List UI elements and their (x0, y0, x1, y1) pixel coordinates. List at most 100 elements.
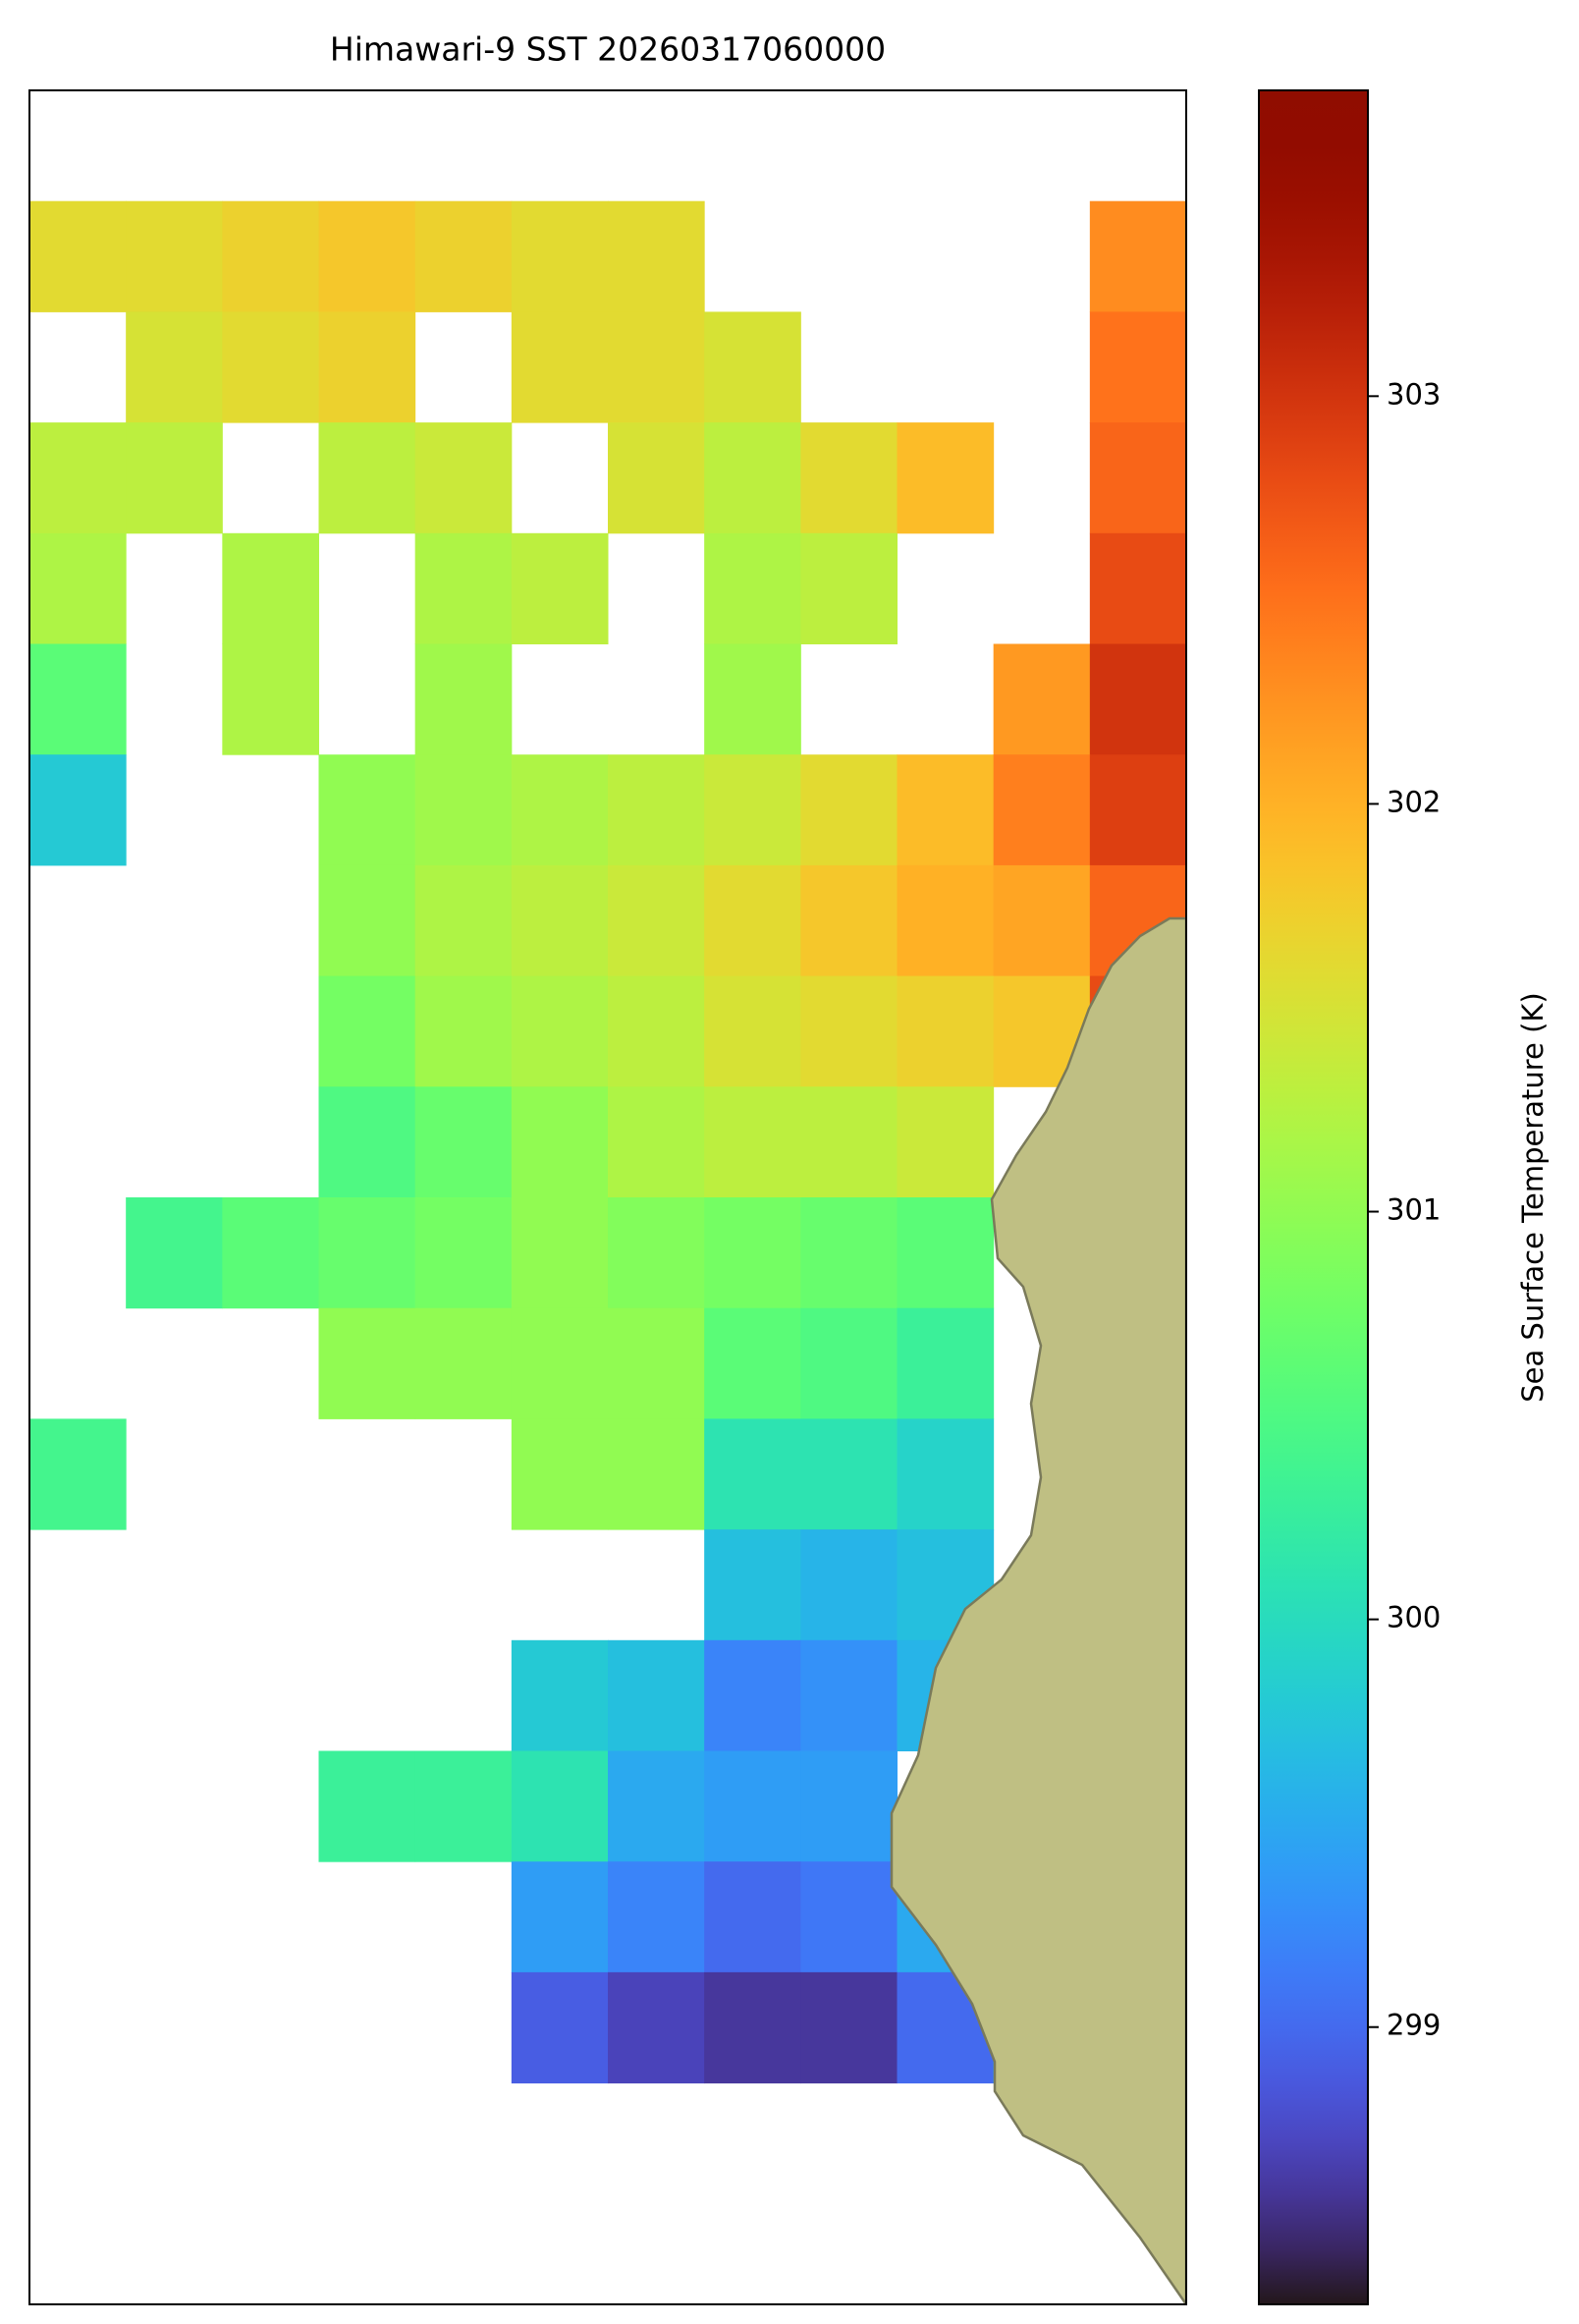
sst-cell (1089, 200, 1186, 312)
sst-cell (704, 643, 801, 755)
sst-cell (1089, 532, 1186, 644)
sst-cell (704, 1639, 801, 1751)
sst-cell (704, 1418, 801, 1530)
sst-cell (126, 1197, 223, 1309)
sst-cell (222, 532, 319, 644)
sst-cell (511, 1750, 609, 1862)
sst-cell (608, 1307, 705, 1419)
sst-cell (511, 754, 609, 866)
sst-cell (511, 1197, 609, 1309)
sst-cell (414, 864, 513, 977)
colorbar-tick-label: 301 (1387, 1193, 1441, 1227)
sst-cell (704, 754, 801, 866)
sst-cell (29, 1418, 127, 1530)
sst-field (29, 200, 1186, 2084)
sst-cell (800, 1086, 898, 1198)
sst-cell (608, 1861, 705, 1973)
sst-cell (608, 1639, 705, 1751)
sst-cell (800, 1197, 898, 1309)
sst-cell (414, 975, 513, 1087)
sst-cell (511, 200, 609, 312)
sst-cell (800, 1639, 898, 1751)
sst-cell (29, 754, 127, 866)
sst-cell (318, 1086, 416, 1198)
sst-cell (29, 422, 127, 534)
sst-cell (704, 1307, 801, 1419)
sst-cell (511, 1307, 609, 1419)
sst-cell (704, 532, 801, 644)
sst-cell (608, 864, 705, 977)
sst-cell (897, 754, 995, 866)
sst-cell (1089, 754, 1186, 866)
sst-cell (511, 1639, 609, 1751)
sst-cell (318, 1197, 416, 1309)
sst-cell (414, 1197, 513, 1309)
sst-cell (800, 532, 898, 644)
sst-cell (414, 1086, 513, 1198)
map-frame (28, 89, 1187, 2305)
colorbar-label: Sea Surface Temperature (K) (1516, 992, 1550, 1403)
sst-cell (897, 864, 995, 977)
sst-cell (126, 200, 223, 312)
sst-cell (704, 864, 801, 977)
sst-cell (993, 864, 1091, 977)
sst-cell (608, 1971, 705, 2084)
sst-cell (222, 643, 319, 755)
sst-cell (704, 975, 801, 1087)
sst-cell (608, 975, 705, 1087)
sst-cell (318, 311, 416, 423)
sst-cell (704, 1750, 801, 1862)
sst-cell (511, 532, 609, 644)
sst-cell (414, 532, 513, 644)
sst-cell (608, 1086, 705, 1198)
sst-cell (800, 754, 898, 866)
sst-cell (1089, 422, 1186, 534)
sst-cell (318, 1750, 416, 1862)
sst-cell (897, 975, 995, 1087)
sst-cell (608, 311, 705, 423)
sst-cell (511, 311, 609, 423)
sst-cell (704, 422, 801, 534)
sst-cell (222, 1197, 319, 1309)
sst-cell (1089, 311, 1186, 423)
colorbar-frame (1258, 89, 1369, 2305)
sst-cell (511, 1861, 609, 1973)
sst-cell (511, 1418, 609, 1530)
sst-cell (993, 643, 1091, 755)
sst-cell (29, 532, 127, 644)
sst-cell (897, 1086, 995, 1198)
sst-cell (800, 1971, 898, 2084)
sst-cell (126, 311, 223, 423)
colorbar-tick-label: 303 (1387, 377, 1441, 411)
sst-cell (511, 1086, 609, 1198)
sst-cell (608, 754, 705, 866)
colorbar-tick-label: 300 (1387, 1601, 1441, 1634)
sst-cell (897, 422, 995, 534)
sst-cell (704, 311, 801, 423)
sst-cell (800, 422, 898, 534)
sst-cell (414, 1750, 513, 1862)
sst-cell (511, 1971, 609, 2084)
sst-cell (608, 1418, 705, 1530)
sst-cell (414, 422, 513, 534)
sst-cell (222, 200, 319, 312)
sst-cell (414, 1307, 513, 1419)
sst-cell (704, 1971, 801, 2084)
colorbar-tick-label: 302 (1387, 785, 1441, 818)
sst-cell (608, 1197, 705, 1309)
sst-cell (800, 864, 898, 977)
sst-cell (704, 1086, 801, 1198)
sst-cell (800, 1529, 898, 1641)
sst-cell (414, 643, 513, 755)
sst-cell (704, 1861, 801, 1973)
sst-cell (800, 1750, 898, 1862)
sst-cell (897, 1307, 995, 1419)
sst-cell (897, 1197, 995, 1309)
sst-cell (511, 975, 609, 1087)
sst-cell (414, 754, 513, 866)
sst-cell (318, 422, 416, 534)
sst-cell (800, 1418, 898, 1530)
sst-cell (993, 754, 1091, 866)
